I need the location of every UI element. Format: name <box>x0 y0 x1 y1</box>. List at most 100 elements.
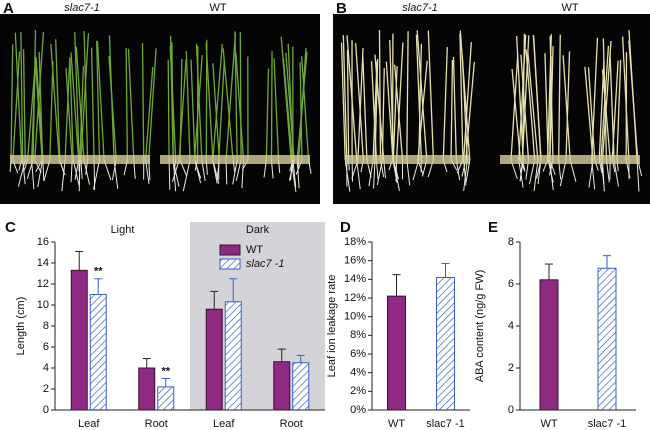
leaf <box>601 40 612 161</box>
leaf <box>549 46 554 161</box>
leaf <box>83 30 89 161</box>
leaf <box>357 48 364 161</box>
leaf <box>127 48 135 161</box>
leaf <box>406 31 409 161</box>
leaf <box>459 30 471 161</box>
y-tick-label: 10 <box>37 299 49 311</box>
root <box>145 159 150 185</box>
leaf <box>527 53 539 161</box>
leaf <box>287 43 294 161</box>
x-tick-label: slac7 -1 <box>426 418 465 430</box>
leaf <box>298 47 307 161</box>
y-tick-label: 2% <box>350 385 366 397</box>
y-tick-label: 8% <box>350 329 366 341</box>
root <box>241 159 244 189</box>
leaf <box>167 59 170 161</box>
panel-label: B <box>336 0 347 17</box>
panel-label: C <box>5 219 16 236</box>
root <box>463 159 467 186</box>
leaf <box>190 59 196 161</box>
y-tick-label: 0 <box>43 404 49 416</box>
panel-label: D <box>340 219 351 236</box>
leaf <box>34 31 45 161</box>
y-tick-label: 6 <box>43 341 49 353</box>
error-bar <box>603 255 611 269</box>
leaf <box>32 30 37 161</box>
leaf <box>141 42 145 161</box>
leaf <box>235 52 245 161</box>
root <box>601 159 605 192</box>
base <box>345 155 470 164</box>
leaf <box>452 56 457 161</box>
panel-label: E <box>488 219 498 236</box>
root <box>613 159 619 187</box>
error-bar <box>210 290 219 310</box>
leaf <box>544 53 549 161</box>
leaf <box>49 61 54 161</box>
root <box>290 159 297 192</box>
leaf <box>273 58 280 161</box>
bar <box>70 269 88 411</box>
leaf <box>239 32 242 161</box>
error-bar <box>142 358 151 368</box>
root <box>232 159 238 185</box>
leaf <box>562 55 571 161</box>
group-label: Dark <box>246 224 270 236</box>
bar <box>387 295 406 411</box>
root <box>356 159 361 190</box>
root <box>393 159 400 191</box>
leaf <box>510 54 519 161</box>
leaf <box>280 36 292 161</box>
error-bar <box>75 250 84 271</box>
root <box>588 159 594 188</box>
leaf <box>346 35 358 161</box>
y-tick-label: 16% <box>344 255 366 267</box>
leaf <box>14 32 23 161</box>
error-bar <box>441 262 450 278</box>
leaf <box>511 68 522 161</box>
leaf <box>38 51 44 161</box>
leaf <box>301 56 310 161</box>
leaf <box>74 32 80 161</box>
y-tick-label: 12 <box>37 278 49 290</box>
y-tick-label: 14 <box>37 257 49 269</box>
error-bar <box>161 378 170 387</box>
leaf <box>395 42 404 161</box>
root <box>72 159 80 186</box>
x-tick-label: Root <box>280 418 303 430</box>
leaf <box>385 61 394 161</box>
root <box>172 159 177 192</box>
root <box>225 159 228 185</box>
leaf <box>342 35 348 161</box>
bar <box>157 386 175 411</box>
bar <box>138 367 156 411</box>
leaf <box>125 48 129 161</box>
root <box>528 159 536 185</box>
y-tick-label: 10% <box>344 311 366 323</box>
leaf <box>69 59 74 161</box>
root <box>406 159 411 186</box>
leaf <box>65 68 73 161</box>
leaf <box>374 58 379 161</box>
leaf <box>218 59 226 161</box>
legend-swatch <box>219 244 241 256</box>
y-tick-label: 4 <box>508 320 514 332</box>
leaf <box>518 34 527 161</box>
root <box>83 159 91 185</box>
leaf <box>621 36 630 161</box>
y-tick-label: 6 <box>508 278 514 290</box>
x-tick-label: WT <box>540 418 557 430</box>
leaf <box>270 51 273 161</box>
leaf <box>459 33 464 161</box>
leaf <box>354 43 365 161</box>
leaf <box>64 57 71 161</box>
root <box>537 159 542 185</box>
leaf <box>565 51 571 161</box>
error-bar <box>392 274 401 297</box>
leaf <box>50 43 60 161</box>
x-tick-label: Leaf <box>213 418 235 430</box>
leaf <box>392 66 398 161</box>
y-axis-label: ABA content (ng/g FW) <box>474 270 486 383</box>
y-tick-label: 2 <box>508 362 514 374</box>
leaf <box>22 49 26 161</box>
